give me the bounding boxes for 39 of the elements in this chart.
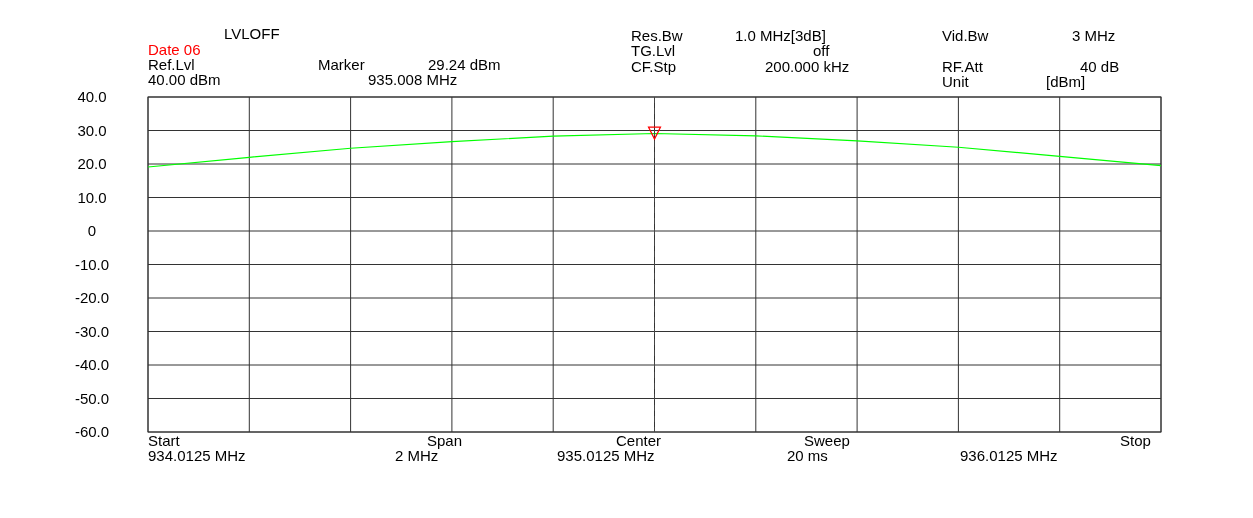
y-tick-label: -50.0 — [74, 389, 110, 407]
y-tick-label: 0 — [87, 222, 97, 239]
text: Vid.Bw — [942, 27, 989, 44]
text: Ref.Lvl — [148, 56, 195, 73]
annotation: Sweep — [804, 432, 850, 449]
text: RF.Att — [942, 58, 984, 75]
annotation: Span — [427, 432, 463, 449]
text: LVLOFF — [224, 25, 280, 42]
y-tick-label: -20.0 — [74, 289, 110, 306]
text: 3 MHz — [1072, 27, 1116, 44]
text: 934.0125 MHz — [148, 447, 246, 464]
text: [dBm] — [1046, 73, 1086, 90]
text: CF.Stp — [631, 58, 677, 75]
text: 29.24 dBm — [428, 56, 501, 73]
y-tick-label: -30.0 — [74, 322, 110, 340]
text: 200.000 kHz — [765, 58, 850, 75]
text: 1.0 MHz[3dB] — [735, 27, 826, 44]
text: 40 dB — [1080, 58, 1120, 75]
text: 935.0125 MHz — [557, 447, 655, 464]
y-tick-label: 20.0 — [77, 155, 107, 172]
text: 40.00 dBm — [148, 71, 221, 88]
y-tick-label: 40.0 — [77, 88, 107, 105]
y-tick-label: -60.0 — [74, 423, 110, 440]
text: 2 MHz — [395, 447, 439, 464]
y-tick-label: -10.0 — [74, 255, 110, 273]
text: Unit — [942, 73, 970, 90]
y-tick-label: -40.0 — [74, 356, 110, 373]
text: Res.Bw — [631, 27, 683, 44]
y-tick-label: 10.0 — [77, 188, 107, 206]
y-tick-label: 30.0 — [77, 121, 107, 139]
annotation: Stop — [1120, 432, 1151, 449]
text: Marker — [318, 56, 365, 73]
text: 935.008 MHz — [368, 71, 458, 88]
text: 20 ms — [787, 447, 828, 464]
annotation: Start — [148, 432, 181, 449]
text: TG.Lvl — [631, 42, 676, 59]
text: Date 06 — [148, 41, 201, 58]
text: 936.0125 MHz — [960, 447, 1058, 464]
annotation: Center — [616, 432, 662, 449]
